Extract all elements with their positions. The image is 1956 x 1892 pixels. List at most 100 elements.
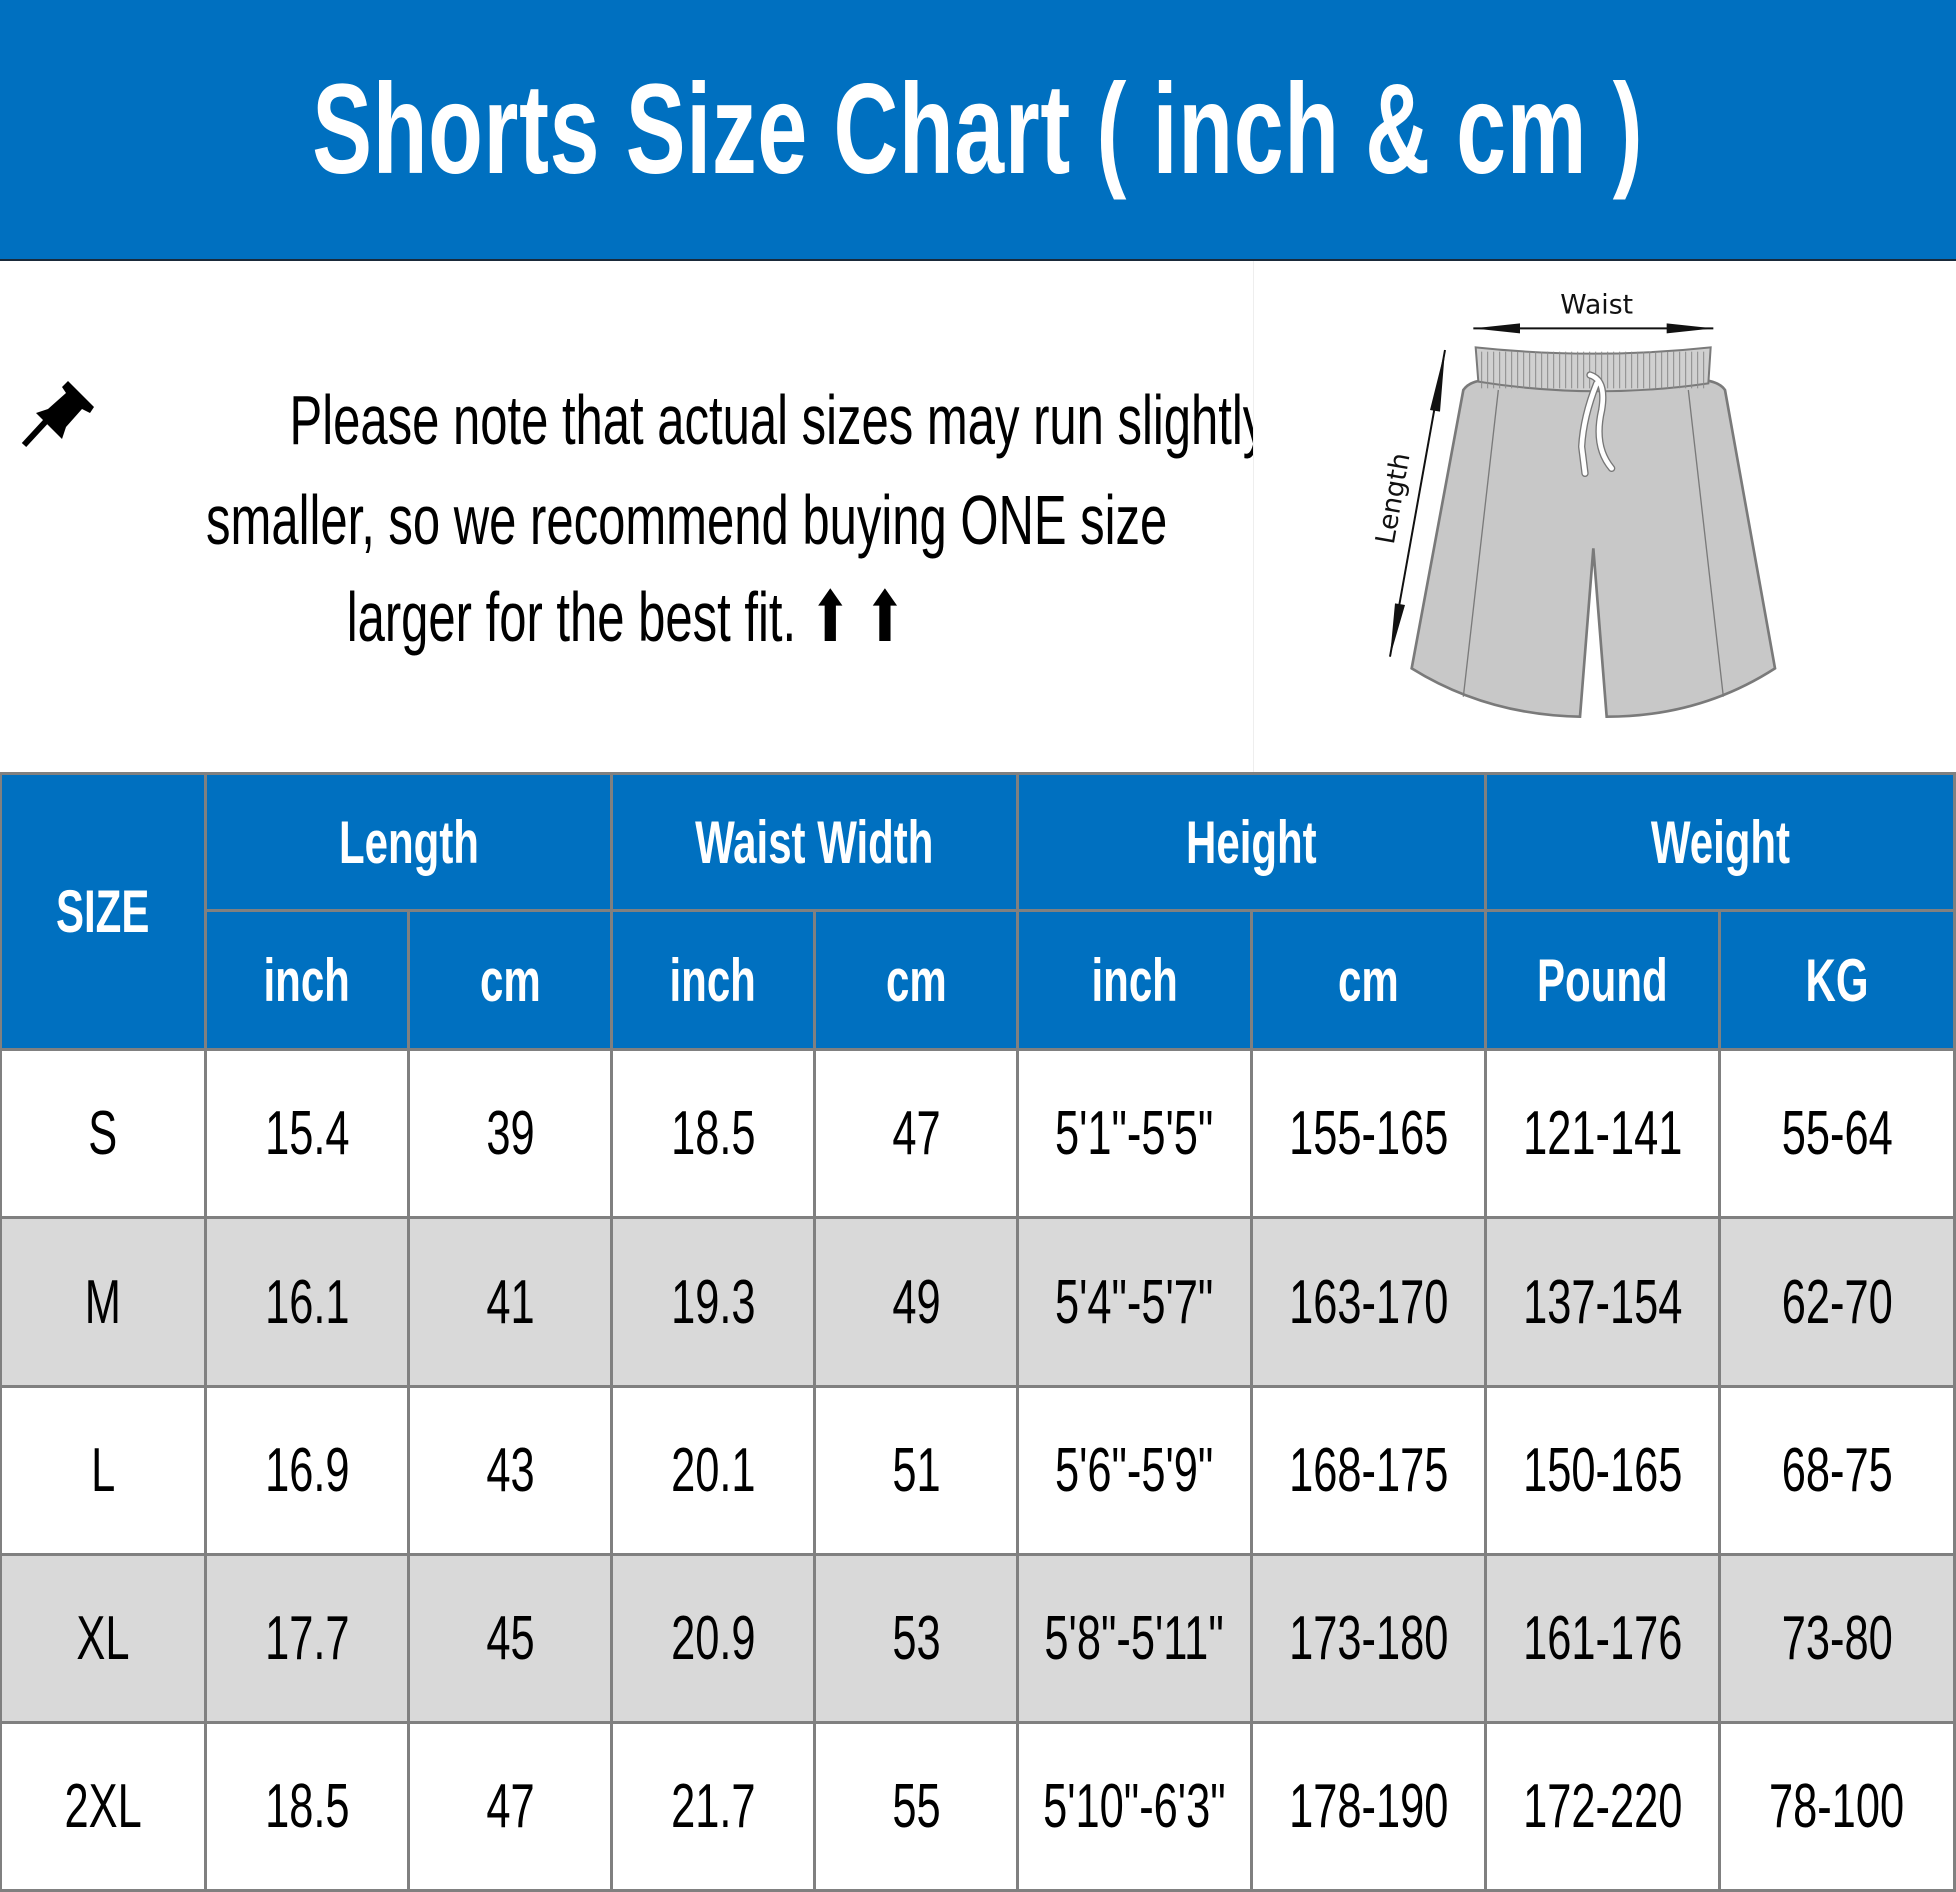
table-cell-text: 15.4 [264,1099,350,1168]
length-label: Length [1370,451,1416,547]
table-cell: 5'4"-5'7" [1019,1219,1253,1388]
table-cell-text: 5'6"-5'9" [1055,1436,1214,1505]
table-cell-text: 55-64 [1781,1099,1893,1168]
table-cell-text: 16.9 [264,1436,350,1505]
table-cell: 21.7 [613,1724,816,1892]
table-cell-text: 137-154 [1522,1267,1683,1337]
table-cell-text: 5'10"-6'3" [1043,1772,1226,1841]
column-subheader-text: cm [479,946,541,1014]
table-cell: 20.1 [613,1388,816,1556]
column-subheader-text: inch [1091,946,1178,1014]
waistband [1474,346,1712,393]
column-subheader: inch [613,912,816,1051]
column-subheader-text: cm [1338,946,1399,1014]
table-cell-text: 16.1 [264,1267,350,1337]
table-cell-text: 49 [891,1267,941,1337]
table-cell-text: 39 [485,1099,535,1168]
length-arrow [1389,349,1446,657]
column-group-header-text: Height [1186,808,1317,876]
size-label-cell: XL [0,1556,207,1724]
table-cell: 43 [410,1388,613,1556]
table-cell-text: 19.3 [670,1267,756,1337]
column-subheader-text: KG [1805,946,1869,1014]
column-group-header-text: Length [338,808,479,876]
size-header: SIZE [0,772,207,1051]
column-subheader: inch [1019,912,1253,1051]
table-cell: 16.1 [207,1219,410,1388]
table-cell-text: 5'4"-5'7" [1055,1267,1214,1337]
table-cell: 20.9 [613,1556,816,1724]
table-cell-text: 55 [891,1772,941,1841]
note-line-1: Please note that actual sizes may run sl… [289,381,1253,459]
column-group-header: Length [207,772,613,912]
table-cell-text: 178-190 [1288,1772,1449,1841]
table-cell: 163-170 [1253,1219,1487,1388]
table-cell: 19.3 [613,1219,816,1388]
table-cell-text: 5'1"-5'5" [1055,1099,1214,1168]
size-label-cell-text: L [90,1436,116,1505]
shorts-body [1410,379,1777,719]
size-label-cell-text: S [88,1099,118,1168]
waist-label: Waist [1560,289,1633,320]
waist-arrow [1473,323,1714,334]
table-cell: 18.5 [613,1051,816,1219]
table-cell-text: 150-165 [1522,1436,1683,1505]
size-label-cell-text: 2XL [64,1772,142,1841]
table-cell: 17.7 [207,1556,410,1724]
column-subheader-text: inch [263,946,351,1014]
table-cell-text: 161-176 [1522,1604,1683,1673]
table-cell-text: 121-141 [1522,1099,1683,1168]
column-subheader: cm [816,912,1019,1051]
column-subheader-text: Pound [1537,946,1668,1014]
table-cell: 41 [410,1219,613,1388]
table-cell-text: 47 [891,1099,941,1168]
section-divider [1253,261,1254,772]
table-cell: 68-75 [1721,1388,1956,1556]
table-cell-text: 78-100 [1769,1772,1905,1841]
column-subheader: KG [1721,912,1956,1051]
table-cell-text: 168-175 [1288,1436,1449,1505]
column-group-header-text: Weight [1650,808,1790,876]
size-label-cell: 2XL [0,1724,207,1892]
table-cell-text: 173-180 [1288,1604,1449,1673]
column-subheader: inch [207,912,410,1051]
table-cell: 47 [816,1051,1019,1219]
table-cell: 47 [410,1724,613,1892]
table-cell: 5'8"-5'11" [1019,1556,1253,1724]
table-cell: 5'6"-5'9" [1019,1388,1253,1556]
table-cell-text: 17.7 [264,1604,350,1673]
table-cell-text: 43 [485,1436,535,1505]
table-cell-text: 51 [891,1436,941,1505]
table-cell: 168-175 [1253,1388,1487,1556]
size-label-cell: L [0,1388,207,1556]
table-cell: 172-220 [1487,1724,1721,1892]
table-cell: 173-180 [1253,1556,1487,1724]
table-cell: 55-64 [1721,1051,1956,1219]
table-cell-text: 62-70 [1781,1267,1893,1337]
table-cell: 178-190 [1253,1724,1487,1892]
column-subheader-text: inch [669,946,757,1014]
table-cell: 39 [410,1051,613,1219]
table-cell: 161-176 [1487,1556,1721,1724]
size-label-cell: M [0,1219,207,1388]
table-cell: 121-141 [1487,1051,1721,1219]
table-cell: 73-80 [1721,1556,1956,1724]
table-cell: 18.5 [207,1724,410,1892]
table-cell-text: 18.5 [670,1099,756,1168]
table-cell: 150-165 [1487,1388,1721,1556]
table-cell-text: 21.7 [670,1772,756,1841]
table-cell: 5'10"-6'3" [1019,1724,1253,1892]
column-group-header-text: Waist Width [695,808,934,876]
size-label-cell-text: XL [76,1604,130,1673]
title-banner: Shorts Size Chart ( inch & cm ) [0,0,1956,261]
table-cell-text: 47 [485,1772,535,1841]
note-line-2: smaller, so we recommend buying ONE size [205,481,1168,559]
table-cell: 49 [816,1219,1019,1388]
table-cell: 45 [410,1556,613,1724]
table-cell-text: 41 [485,1267,535,1337]
note-line-3: larger for the best fit. ⬆ ⬆ [347,578,906,656]
size-header-text: SIZE [56,878,150,945]
table-cell: 15.4 [207,1051,410,1219]
table-cell-text: 172-220 [1522,1772,1683,1841]
page-title: Shorts Size Chart ( inch & cm ) [312,58,1644,201]
